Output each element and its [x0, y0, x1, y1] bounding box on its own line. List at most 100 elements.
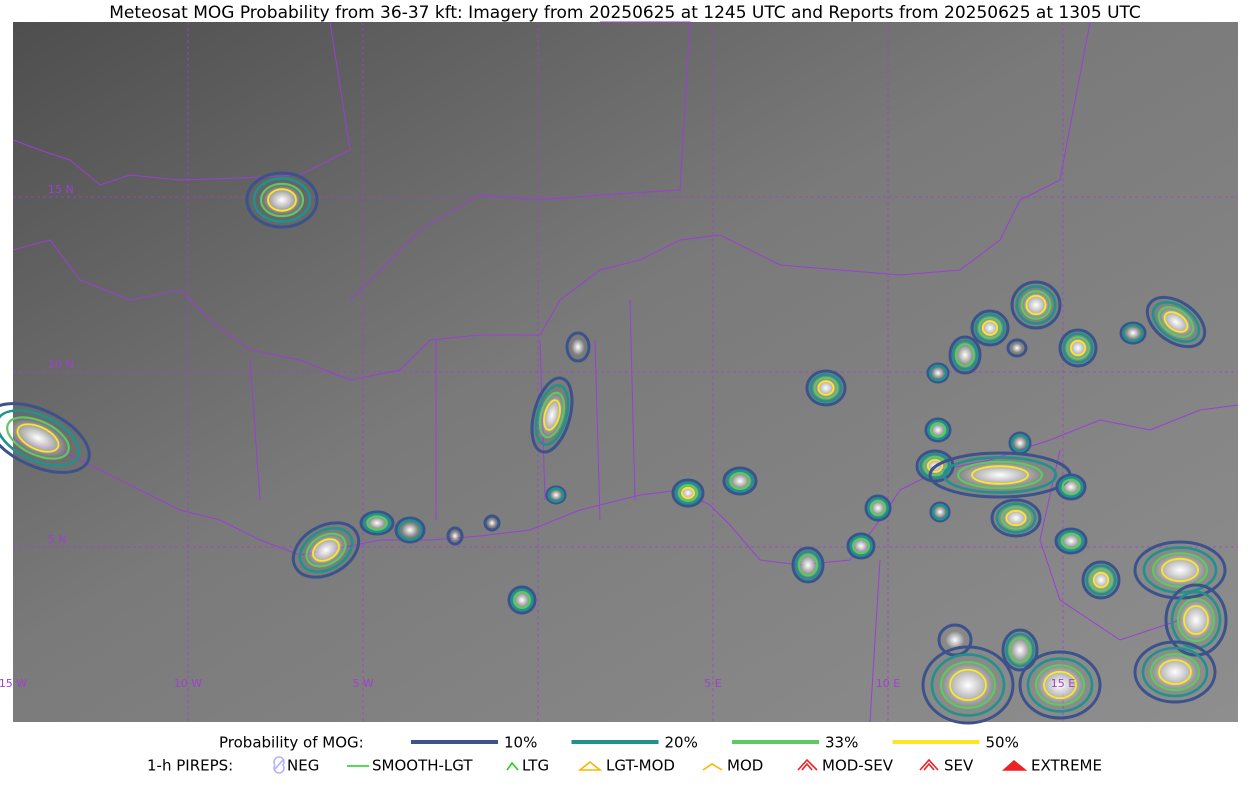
cloud-top [367, 516, 387, 530]
contour [1141, 646, 1209, 698]
contour [565, 331, 591, 363]
legend-title: Probability of MOG: [219, 734, 364, 752]
contour [954, 343, 976, 367]
contour [671, 478, 705, 508]
contour [1006, 338, 1028, 358]
contour [722, 466, 758, 496]
contour [725, 469, 755, 493]
graticule-labels: 15 N 10 N 5 N 15 W 10 W 5 W 5 E 10 E 15 E [0, 183, 1075, 690]
contour [1092, 571, 1110, 589]
pirep-icon [577, 760, 603, 771]
contour [1057, 530, 1085, 552]
contour [927, 419, 949, 441]
cloud-top [1125, 327, 1141, 339]
contour [545, 485, 567, 505]
contour [729, 472, 751, 490]
contour [809, 373, 843, 403]
contour [1145, 295, 1207, 349]
contour [534, 384, 570, 446]
lon-label: 5 W [352, 677, 373, 690]
contour [942, 456, 1058, 494]
contour [867, 497, 889, 519]
contour [291, 521, 361, 579]
contour [1157, 306, 1195, 338]
contour [928, 364, 948, 382]
pirep-label: SEV [944, 757, 974, 775]
contour [1008, 636, 1032, 664]
contour [446, 526, 464, 546]
pirep-label: SMOOTH-LGT [372, 757, 473, 775]
contour [1015, 285, 1057, 325]
contour [1069, 339, 1087, 357]
contour [674, 481, 702, 505]
contour [1060, 532, 1082, 550]
contour [510, 588, 534, 612]
cloud-top [932, 367, 944, 379]
contour [543, 399, 561, 431]
contour [1066, 336, 1090, 360]
lat-label: 10 N [48, 358, 74, 371]
contour [359, 510, 395, 536]
pirep-label: EXTREME [1031, 757, 1102, 775]
legend: Probability of MOG: 10% 20% 33% 50% 1-h PIREP… [147, 734, 1102, 775]
contour [298, 526, 354, 574]
title: Meteosat MOG Probability from 36-37 kft:… [109, 3, 1141, 23]
contour [1158, 659, 1192, 685]
contour [926, 459, 944, 473]
lon-label: 10 W [174, 677, 202, 690]
pirep-label: LTG [522, 757, 549, 775]
contour [978, 316, 1002, 340]
contour [1055, 473, 1087, 501]
contour [397, 519, 423, 541]
contour [971, 465, 1029, 485]
contour [6, 416, 70, 460]
contour [924, 417, 952, 443]
contour [1010, 280, 1062, 330]
contour [951, 339, 979, 371]
contour [1000, 506, 1032, 530]
lon-label: 15 W [0, 677, 27, 690]
cloud-top [799, 554, 817, 576]
contour [1122, 323, 1144, 343]
legend-label: 10% [504, 734, 537, 752]
pirep-label: NEG [287, 757, 319, 775]
contour [1054, 527, 1088, 555]
cloud-top [1011, 343, 1023, 353]
contour [956, 460, 1044, 490]
contour [937, 623, 973, 657]
contour [817, 380, 835, 396]
contour [362, 512, 392, 534]
contour [16, 423, 60, 453]
contour [1025, 294, 1047, 316]
cloud-top [934, 506, 946, 518]
cloud-top [514, 592, 530, 608]
contour [1005, 632, 1035, 668]
pirep-icon [1001, 759, 1028, 771]
contour [513, 591, 531, 609]
contour [929, 422, 947, 438]
contour [926, 362, 950, 384]
contour [245, 171, 319, 229]
cloud-top [870, 500, 886, 516]
legend-label: 50% [986, 734, 1019, 752]
legend-title: 1-h PIREPS: [147, 757, 233, 775]
contour [1089, 568, 1113, 592]
lat-label: 5 N [48, 533, 67, 546]
contour [791, 546, 825, 584]
contour [852, 537, 870, 555]
contour [948, 335, 982, 375]
lon-label: 10 E [876, 677, 900, 690]
contour [1081, 560, 1121, 600]
contour [921, 645, 1015, 725]
contour [305, 532, 347, 568]
lat-label: 15 N [48, 183, 74, 196]
contour [0, 409, 81, 467]
contour [259, 182, 305, 218]
contour [949, 668, 987, 702]
contour [794, 550, 822, 580]
contour [547, 487, 565, 503]
cloud-top [1062, 533, 1080, 549]
cloud-top [1014, 437, 1026, 449]
lon-label: 15 E [1051, 677, 1075, 690]
